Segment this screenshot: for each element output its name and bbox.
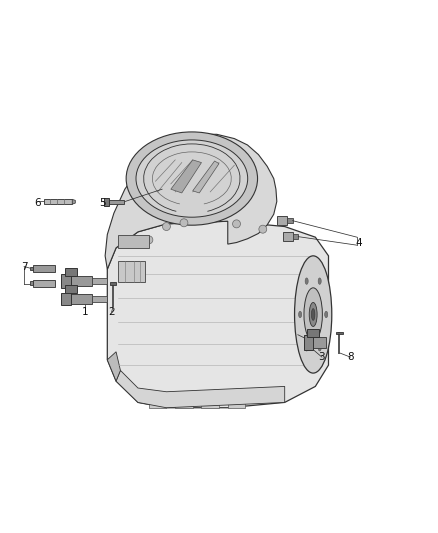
Text: 1: 1 — [82, 307, 89, 317]
Polygon shape — [116, 370, 285, 408]
Polygon shape — [118, 261, 145, 282]
Polygon shape — [287, 218, 293, 223]
Ellipse shape — [318, 345, 321, 351]
Polygon shape — [61, 293, 71, 305]
Polygon shape — [277, 216, 287, 225]
Ellipse shape — [233, 220, 240, 228]
Text: 4: 4 — [356, 238, 363, 247]
Ellipse shape — [294, 256, 332, 373]
Polygon shape — [304, 335, 313, 350]
Polygon shape — [44, 199, 72, 204]
Polygon shape — [104, 198, 109, 206]
Polygon shape — [107, 352, 120, 381]
Ellipse shape — [126, 132, 258, 225]
Ellipse shape — [299, 311, 302, 318]
Ellipse shape — [318, 278, 321, 284]
Ellipse shape — [311, 309, 315, 320]
Polygon shape — [293, 234, 298, 239]
Polygon shape — [107, 221, 328, 408]
Polygon shape — [336, 332, 343, 334]
Ellipse shape — [305, 278, 308, 284]
Polygon shape — [61, 274, 71, 288]
Text: 3: 3 — [318, 352, 325, 362]
Polygon shape — [72, 199, 75, 204]
Polygon shape — [30, 281, 33, 285]
Polygon shape — [65, 268, 77, 276]
Polygon shape — [201, 397, 219, 408]
Polygon shape — [149, 397, 166, 408]
Text: 5: 5 — [99, 198, 106, 207]
Polygon shape — [61, 276, 92, 286]
Polygon shape — [65, 285, 77, 293]
Ellipse shape — [162, 223, 170, 231]
Polygon shape — [105, 134, 277, 269]
Polygon shape — [283, 232, 293, 241]
Ellipse shape — [136, 140, 248, 217]
Ellipse shape — [145, 236, 153, 244]
Polygon shape — [107, 200, 124, 204]
Ellipse shape — [309, 303, 317, 326]
Text: 2: 2 — [108, 307, 115, 317]
Ellipse shape — [304, 288, 322, 341]
Ellipse shape — [325, 311, 328, 318]
Polygon shape — [193, 161, 219, 193]
Polygon shape — [110, 282, 116, 285]
Polygon shape — [118, 235, 149, 248]
Ellipse shape — [305, 345, 308, 351]
Polygon shape — [175, 397, 193, 408]
Text: 8: 8 — [347, 352, 354, 362]
Polygon shape — [30, 266, 33, 270]
Polygon shape — [228, 397, 245, 408]
Polygon shape — [92, 278, 107, 284]
Polygon shape — [33, 265, 55, 272]
Ellipse shape — [259, 225, 267, 233]
Ellipse shape — [180, 219, 188, 227]
Polygon shape — [33, 280, 55, 287]
Polygon shape — [92, 296, 107, 302]
Polygon shape — [304, 337, 326, 348]
Text: 7: 7 — [21, 262, 28, 271]
Polygon shape — [171, 160, 201, 193]
Polygon shape — [307, 329, 319, 337]
Polygon shape — [61, 294, 92, 304]
Text: 6: 6 — [34, 198, 41, 207]
